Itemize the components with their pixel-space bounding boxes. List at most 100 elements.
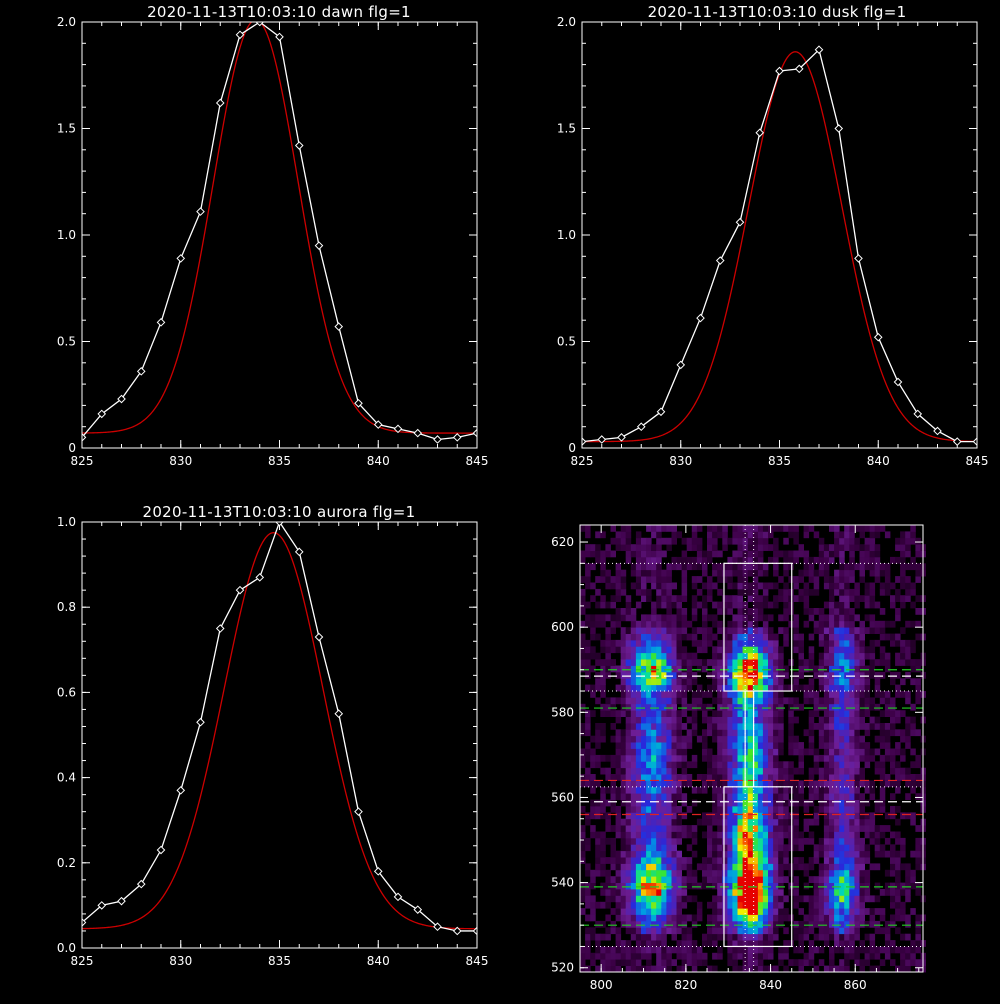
heatmap-cell bbox=[768, 889, 774, 896]
heatmap-cell bbox=[656, 550, 662, 558]
heatmap-cell bbox=[620, 799, 627, 807]
heatmap-cell bbox=[839, 914, 845, 922]
heatmap-cell bbox=[696, 563, 703, 571]
heatmap-cell bbox=[742, 786, 749, 794]
heatmap-cell bbox=[676, 652, 682, 660]
heatmap-cell bbox=[768, 946, 774, 954]
heatmap-cell bbox=[615, 965, 622, 973]
heatmap-cell bbox=[849, 831, 855, 839]
heatmap-cell bbox=[854, 901, 860, 909]
heatmap-cell bbox=[778, 869, 784, 877]
heatmap-cell bbox=[823, 837, 830, 845]
heatmap-cell bbox=[778, 812, 784, 820]
dusk-data-point bbox=[775, 66, 784, 76]
heatmap-cell bbox=[915, 761, 921, 769]
heatmap-cell bbox=[788, 595, 794, 602]
heatmap-cell bbox=[879, 582, 886, 590]
heatmap-cell bbox=[869, 556, 876, 564]
heatmap-cell bbox=[656, 639, 662, 647]
heatmap-cell bbox=[854, 697, 860, 705]
heatmap-cell bbox=[671, 927, 677, 935]
heatmap-cell bbox=[798, 780, 804, 788]
heatmap-cell bbox=[702, 742, 708, 749]
heatmap-cell bbox=[717, 665, 723, 673]
heatmap-cell bbox=[661, 965, 667, 973]
heatmap-cell bbox=[823, 895, 830, 903]
heatmap-cell bbox=[752, 601, 759, 609]
heatmap-cell bbox=[625, 818, 632, 826]
heatmap-cell bbox=[752, 691, 759, 698]
heatmap-cell bbox=[635, 812, 642, 820]
heatmap-cell bbox=[844, 850, 850, 858]
heatmap-cell bbox=[696, 908, 703, 915]
heatmap-cell bbox=[712, 531, 718, 539]
heatmap-cell bbox=[839, 588, 845, 596]
heatmap-cell bbox=[768, 531, 774, 539]
heatmap-cell bbox=[823, 716, 830, 724]
heatmap-cell bbox=[620, 863, 627, 871]
heatmap-cell bbox=[874, 735, 881, 743]
heatmap-cell bbox=[676, 646, 682, 654]
dusk-data-point bbox=[913, 409, 923, 419]
heatmap-cell bbox=[895, 742, 901, 749]
heatmap-cell bbox=[762, 639, 769, 647]
heatmap-cell bbox=[752, 576, 759, 583]
heatmap-cell bbox=[742, 876, 749, 883]
heatmap-cell bbox=[839, 812, 845, 820]
heatmap-cell bbox=[879, 774, 886, 781]
heatmap-cell bbox=[844, 588, 850, 596]
heatmap-cell bbox=[656, 633, 662, 641]
dusk-data-point bbox=[814, 45, 824, 54]
chart-title-aurora: 2020-11-13T10:03:10 aurora flg=1 bbox=[142, 503, 416, 521]
heatmap-cell bbox=[849, 735, 855, 743]
heatmap-cell bbox=[620, 831, 627, 839]
heatmap-cell bbox=[610, 876, 616, 883]
heatmap-cell bbox=[641, 869, 647, 877]
heatmap-cell bbox=[666, 691, 672, 698]
heatmap-cell bbox=[686, 659, 693, 666]
heatmap-cell bbox=[712, 914, 718, 922]
heatmap-cell bbox=[900, 678, 906, 686]
heatmap-cell bbox=[879, 608, 886, 615]
heatmap-cell bbox=[585, 818, 591, 826]
heatmap-cell bbox=[793, 556, 799, 564]
heatmap-cell bbox=[752, 633, 759, 641]
heatmap-cell bbox=[915, 595, 921, 602]
heatmap-cell bbox=[783, 825, 789, 832]
heatmap-cell bbox=[869, 588, 876, 596]
heatmap-cell bbox=[768, 633, 774, 641]
heatmap-cell bbox=[732, 799, 738, 807]
heatmap-cell bbox=[829, 959, 835, 966]
heatmap-cell bbox=[742, 608, 749, 615]
heatmap-cell bbox=[757, 723, 764, 730]
heatmap-cell bbox=[874, 550, 881, 558]
heatmap-cell bbox=[752, 742, 759, 749]
heatmap-cell bbox=[686, 703, 693, 711]
dawn-xtick-label: 840 bbox=[367, 454, 390, 468]
heatmap-cell bbox=[651, 767, 657, 775]
heatmap-cell bbox=[600, 933, 606, 941]
heatmap-cell bbox=[646, 633, 652, 641]
heatmap-cell bbox=[717, 786, 723, 794]
heatmap-cell bbox=[762, 729, 769, 737]
heatmap-cell bbox=[874, 831, 881, 839]
heatmap-cell bbox=[798, 652, 804, 660]
heatmap-cell bbox=[620, 697, 627, 705]
heatmap-cell bbox=[762, 723, 769, 730]
heatmap-cell bbox=[641, 697, 647, 705]
heatmap-cell bbox=[823, 652, 830, 660]
heatmap-cell bbox=[844, 920, 850, 928]
heatmap-cell bbox=[585, 933, 591, 941]
heatmap-cell bbox=[610, 614, 616, 622]
heatmap-cell bbox=[905, 869, 911, 877]
heatmap-cell bbox=[610, 786, 616, 794]
heatmap-cell bbox=[823, 863, 830, 871]
heatmap-cell bbox=[829, 863, 835, 871]
heatmap-cell bbox=[823, 812, 830, 820]
heatmap-cell bbox=[737, 729, 743, 737]
heatmap-cell bbox=[890, 889, 896, 896]
heatmap-cell bbox=[707, 761, 713, 769]
heatmap-cell bbox=[849, 806, 855, 813]
heatmap-cell bbox=[829, 748, 835, 756]
heatmap-cell bbox=[768, 748, 774, 756]
